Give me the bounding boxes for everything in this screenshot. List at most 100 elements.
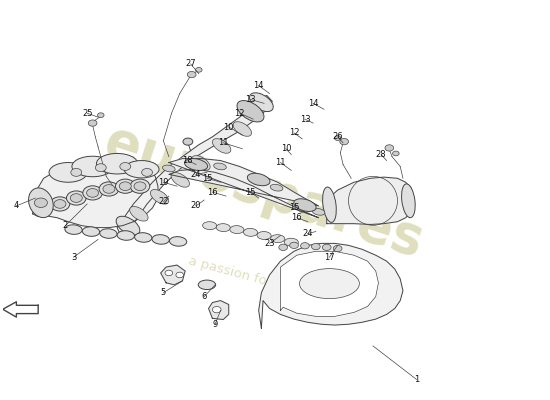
Ellipse shape: [71, 168, 82, 176]
Ellipse shape: [162, 165, 175, 172]
Ellipse shape: [192, 156, 210, 170]
Ellipse shape: [233, 122, 251, 136]
Text: 6: 6: [201, 292, 207, 301]
Ellipse shape: [152, 235, 169, 244]
Ellipse shape: [188, 72, 196, 78]
Polygon shape: [258, 243, 403, 328]
Ellipse shape: [257, 232, 271, 240]
Ellipse shape: [402, 184, 415, 218]
Ellipse shape: [103, 185, 115, 193]
Ellipse shape: [184, 158, 207, 170]
Ellipse shape: [135, 233, 152, 242]
Text: 11: 11: [275, 158, 285, 167]
Text: 16: 16: [292, 213, 302, 222]
Text: 25: 25: [82, 109, 92, 118]
Ellipse shape: [70, 194, 82, 202]
Ellipse shape: [312, 208, 325, 215]
Text: 15: 15: [202, 174, 212, 183]
Text: 10: 10: [280, 144, 291, 153]
Text: 22: 22: [158, 198, 169, 206]
Ellipse shape: [270, 184, 283, 191]
Text: 16: 16: [207, 188, 218, 197]
Text: 24: 24: [191, 170, 201, 179]
Ellipse shape: [117, 231, 135, 240]
Ellipse shape: [124, 160, 159, 178]
Text: 23: 23: [264, 239, 275, 248]
Ellipse shape: [29, 188, 53, 218]
Ellipse shape: [171, 172, 189, 187]
Text: 12: 12: [289, 128, 299, 138]
Text: 27: 27: [185, 60, 196, 68]
Ellipse shape: [88, 120, 97, 126]
Ellipse shape: [82, 227, 100, 236]
Ellipse shape: [300, 269, 359, 299]
Text: 26: 26: [332, 132, 343, 141]
Ellipse shape: [393, 151, 399, 156]
Ellipse shape: [244, 228, 257, 236]
Text: 15: 15: [245, 188, 256, 197]
Ellipse shape: [212, 139, 231, 153]
Ellipse shape: [116, 216, 140, 235]
Ellipse shape: [212, 306, 221, 313]
Ellipse shape: [86, 188, 98, 197]
Text: 20: 20: [191, 202, 201, 210]
Text: 4: 4: [14, 202, 19, 210]
Ellipse shape: [120, 162, 131, 170]
Text: 28: 28: [376, 150, 387, 159]
Text: a passion for parts since 1985: a passion for parts since 1985: [187, 254, 385, 319]
Text: 17: 17: [324, 253, 335, 262]
Ellipse shape: [116, 179, 135, 193]
Text: 14: 14: [254, 81, 264, 90]
Ellipse shape: [216, 224, 230, 232]
Ellipse shape: [248, 173, 270, 186]
Text: 1: 1: [414, 375, 419, 384]
Text: 13: 13: [245, 95, 256, 104]
Ellipse shape: [333, 245, 342, 252]
Ellipse shape: [95, 164, 106, 172]
Ellipse shape: [322, 244, 331, 250]
Ellipse shape: [65, 225, 82, 234]
Ellipse shape: [72, 156, 113, 177]
Text: 18: 18: [183, 156, 193, 165]
Ellipse shape: [134, 182, 146, 190]
Polygon shape: [161, 265, 185, 285]
Text: 11: 11: [218, 138, 229, 147]
Text: 12: 12: [234, 109, 245, 118]
Text: 24: 24: [302, 229, 313, 238]
Polygon shape: [208, 300, 229, 320]
Ellipse shape: [195, 68, 202, 72]
Ellipse shape: [202, 222, 217, 230]
Ellipse shape: [83, 186, 102, 200]
Ellipse shape: [130, 179, 150, 193]
Ellipse shape: [141, 168, 152, 176]
Text: 13: 13: [300, 115, 310, 124]
Ellipse shape: [271, 235, 285, 243]
Ellipse shape: [130, 206, 148, 221]
Ellipse shape: [290, 242, 299, 248]
Text: 5: 5: [161, 288, 166, 297]
Ellipse shape: [311, 243, 320, 250]
Ellipse shape: [198, 280, 216, 290]
Polygon shape: [32, 160, 158, 228]
Ellipse shape: [183, 138, 193, 145]
Ellipse shape: [99, 182, 119, 196]
Polygon shape: [280, 251, 378, 316]
Ellipse shape: [97, 113, 104, 118]
Ellipse shape: [54, 200, 66, 208]
Ellipse shape: [294, 199, 316, 212]
Ellipse shape: [237, 100, 264, 122]
Ellipse shape: [213, 163, 226, 170]
Ellipse shape: [334, 136, 341, 140]
Ellipse shape: [67, 191, 86, 205]
Ellipse shape: [176, 272, 184, 278]
Ellipse shape: [279, 244, 288, 250]
Ellipse shape: [250, 93, 273, 112]
Polygon shape: [327, 177, 411, 224]
Ellipse shape: [50, 197, 70, 211]
Ellipse shape: [385, 145, 394, 151]
Text: 14: 14: [308, 99, 318, 108]
Ellipse shape: [301, 242, 309, 249]
Ellipse shape: [284, 238, 299, 246]
Ellipse shape: [169, 237, 187, 246]
Text: 3: 3: [71, 253, 76, 262]
